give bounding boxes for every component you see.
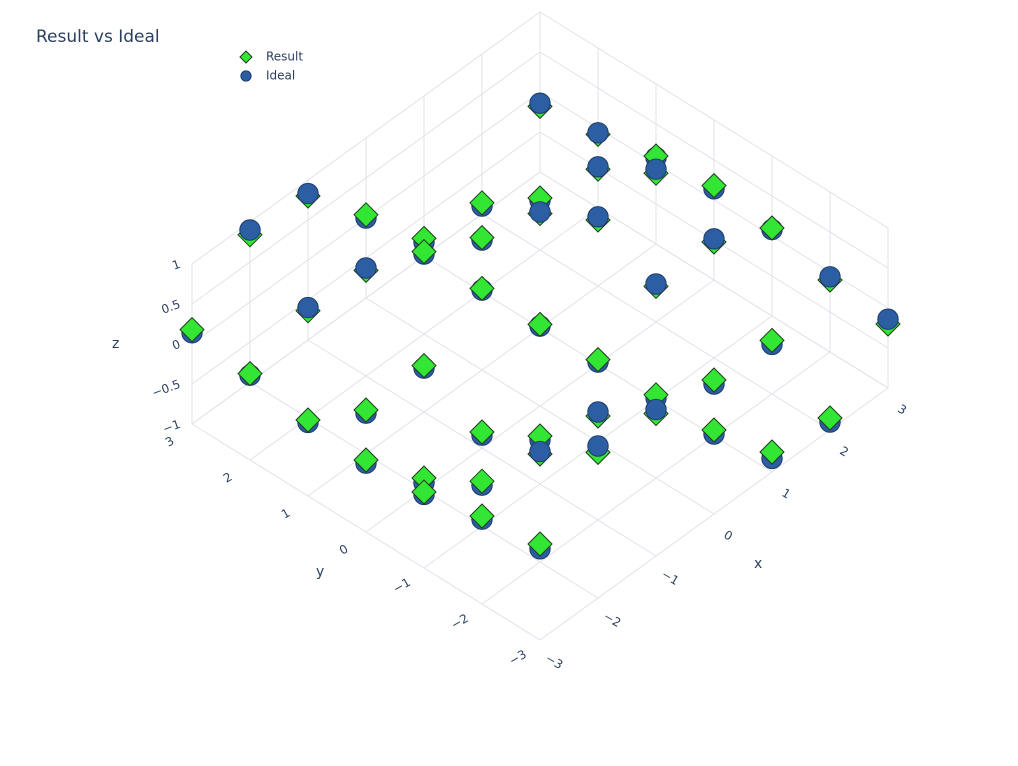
x-tick-label: 3 xyxy=(895,402,909,418)
legend-symbol xyxy=(240,70,252,82)
marker-circle xyxy=(297,182,319,205)
z-tick-label: −0.5 xyxy=(150,377,182,400)
marker-diamond xyxy=(469,503,495,529)
y-tick-label: −1 xyxy=(391,575,413,596)
marker-diamond xyxy=(759,439,785,465)
marker-diamond xyxy=(469,468,495,494)
marker-circle xyxy=(819,266,841,288)
z-tick-label: −1 xyxy=(161,417,182,436)
marker-circle xyxy=(529,92,551,114)
marker-circle xyxy=(587,401,609,423)
marker-circle xyxy=(529,440,551,463)
y-tick-label: −3 xyxy=(507,647,529,668)
legend-label: Ideal xyxy=(266,69,295,83)
grid-line xyxy=(191,51,541,305)
marker-diamond xyxy=(585,346,611,373)
y-tick-label: 0 xyxy=(337,542,351,558)
x-axis-title: x xyxy=(754,556,762,572)
marker-diamond xyxy=(353,202,379,228)
x-tick-label: 1 xyxy=(779,486,793,502)
x-tick-label: 2 xyxy=(837,444,851,460)
marker-diamond xyxy=(817,405,843,431)
grid-line xyxy=(539,11,889,229)
marker-diamond xyxy=(179,316,205,343)
legend-label: Result xyxy=(266,50,303,64)
y-axis-title: y xyxy=(316,564,324,580)
marker-circle xyxy=(587,206,609,228)
marker-diamond xyxy=(759,215,785,241)
marker-circle xyxy=(587,156,609,178)
z-tick-label: 0 xyxy=(170,337,182,353)
legend-symbol xyxy=(239,50,253,64)
x-tick-label: −3 xyxy=(543,651,565,672)
marker-circle xyxy=(355,257,377,279)
x-tick-label: −2 xyxy=(601,609,623,630)
marker-circle xyxy=(239,219,261,241)
marker-diamond xyxy=(469,190,495,216)
marker-circle xyxy=(645,398,667,421)
marker-diamond xyxy=(411,479,437,505)
y-tick-label: −2 xyxy=(449,611,471,632)
marker-circle xyxy=(587,435,609,457)
marker-diamond xyxy=(353,447,379,473)
marker-diamond xyxy=(237,360,263,387)
marker-diamond xyxy=(411,238,437,265)
marker-circle xyxy=(645,158,667,180)
marker-circle xyxy=(703,228,725,250)
z-tick-label: 1 xyxy=(170,257,182,273)
marker-diamond xyxy=(469,419,495,445)
z-axis-title: z xyxy=(112,336,119,352)
marker-circle xyxy=(297,296,319,319)
grid-line xyxy=(539,51,889,269)
marker-circle xyxy=(645,273,667,295)
y-tick-label: 1 xyxy=(279,506,293,522)
marker-diamond xyxy=(469,275,495,302)
marker-diamond xyxy=(527,531,553,557)
marker-circle xyxy=(529,201,551,223)
z-tick-label: 0.5 xyxy=(159,297,182,317)
chart-title: Result vs Ideal xyxy=(36,27,160,47)
marker-diamond xyxy=(701,367,727,393)
marker-diamond xyxy=(701,417,727,443)
marker-diamond xyxy=(295,407,321,433)
x-tick-label: −1 xyxy=(659,567,681,588)
marker-diamond xyxy=(759,327,785,354)
marker-circle xyxy=(877,308,899,330)
marker-diamond xyxy=(527,311,553,338)
marker-diamond xyxy=(411,352,437,379)
marker-diamond xyxy=(701,172,727,199)
marker-circle xyxy=(587,122,609,144)
x-tick-label: 0 xyxy=(721,528,735,544)
grid-line xyxy=(481,351,831,605)
marker-diamond xyxy=(353,397,379,423)
marker-diamond xyxy=(469,224,495,251)
y-tick-label: 2 xyxy=(221,470,235,486)
